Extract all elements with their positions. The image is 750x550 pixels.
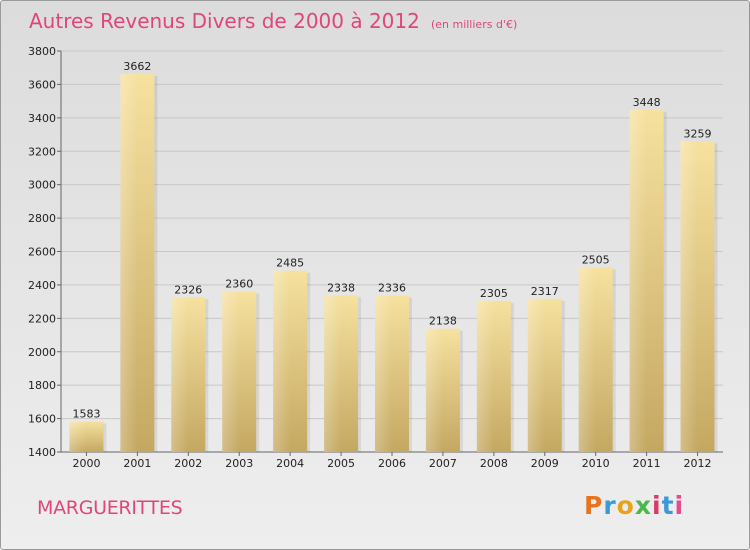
logo-letter: x bbox=[634, 491, 652, 520]
bar-highlight bbox=[527, 298, 545, 452]
chart-title: Autres Revenus Divers de 2000 à 2012 bbox=[29, 9, 420, 33]
logo-letter: i bbox=[652, 491, 662, 520]
x-tick-label: 2009 bbox=[531, 457, 559, 470]
proxiti-logo[interactable]: Proxiti bbox=[584, 491, 684, 520]
bar-value-label: 2326 bbox=[174, 283, 202, 296]
x-tick-label: 2008 bbox=[480, 457, 508, 470]
y-tick-label: 1600 bbox=[28, 413, 56, 426]
y-tick-label: 2200 bbox=[28, 312, 56, 325]
x-tick-label: 2003 bbox=[225, 457, 253, 470]
bar-layer bbox=[69, 74, 718, 453]
x-tick-label: 2007 bbox=[429, 457, 457, 470]
y-tick-label: 3800 bbox=[28, 45, 56, 58]
y-tick-label: 2400 bbox=[28, 279, 56, 292]
label-layer: 1583 3662 2326 2360 2485 2338 2336 2138 2305 2317… bbox=[72, 60, 711, 420]
bar-highlight bbox=[222, 291, 240, 452]
city-name: MARGUERITTES bbox=[37, 497, 183, 519]
y-tick-label: 2600 bbox=[28, 246, 56, 259]
y-tick-label: 3600 bbox=[28, 78, 56, 91]
y-tick-label: 1800 bbox=[28, 379, 56, 392]
logo-letter: P bbox=[584, 491, 604, 520]
chart-subtitle: (en milliers d'€) bbox=[430, 18, 518, 31]
y-tick-label: 1400 bbox=[28, 446, 56, 459]
bar-highlight bbox=[578, 267, 596, 452]
y-tick-label: 2000 bbox=[28, 346, 56, 359]
logo-letter: r bbox=[603, 491, 617, 520]
x-tick-label: 2004 bbox=[276, 457, 304, 470]
y-tick-label: 3400 bbox=[28, 112, 56, 125]
x-tick-label: 2002 bbox=[174, 457, 202, 470]
bar-value-label: 2338 bbox=[327, 281, 355, 294]
bar-value-label: 2360 bbox=[225, 278, 253, 291]
y-tick-label: 3200 bbox=[28, 145, 56, 158]
bar-value-label: 2317 bbox=[531, 285, 559, 298]
bar-value-label: 3259 bbox=[684, 127, 712, 140]
bar-highlight bbox=[120, 74, 138, 453]
bar-value-label: 2485 bbox=[276, 257, 304, 270]
x-tick-label: 2006 bbox=[378, 457, 406, 470]
logo-letter: o bbox=[616, 491, 635, 520]
logo-letter: t bbox=[661, 491, 675, 520]
bar-highlight bbox=[69, 421, 87, 452]
bar-highlight bbox=[476, 300, 494, 452]
bar-value-label: 3662 bbox=[123, 60, 151, 73]
bar-value-label: 2138 bbox=[429, 315, 457, 328]
x-tick-label: 2010 bbox=[582, 457, 610, 470]
logo-letter: i bbox=[674, 491, 685, 520]
x-tick-label: 2001 bbox=[123, 457, 151, 470]
bar-highlight bbox=[629, 109, 647, 453]
bar-value-label: 1583 bbox=[72, 407, 100, 420]
bar-highlight bbox=[425, 328, 443, 452]
bar-highlight bbox=[171, 297, 189, 452]
title-row: Autres Revenus Divers de 2000 à 2012 (en… bbox=[29, 9, 517, 33]
axis-layer: 1400 1600 1800 2000 2200 2400 2600 2800 3000 3200… bbox=[28, 45, 723, 470]
x-tick-label: 2005 bbox=[327, 457, 355, 470]
y-tick-label: 2800 bbox=[28, 212, 56, 225]
x-tick-label: 2011 bbox=[633, 457, 661, 470]
bar-value-label: 3448 bbox=[633, 96, 661, 109]
bar-highlight bbox=[680, 141, 698, 452]
x-tick-label: 2012 bbox=[684, 457, 712, 470]
bar-highlight bbox=[273, 270, 291, 452]
bar-highlight bbox=[375, 295, 392, 452]
bar-value-label: 2305 bbox=[480, 287, 508, 300]
bar-highlight bbox=[324, 295, 342, 452]
x-tick-label: 2000 bbox=[72, 457, 100, 470]
bar-value-label: 2336 bbox=[378, 282, 406, 295]
bar-value-label: 2505 bbox=[582, 253, 610, 266]
y-tick-label: 3000 bbox=[28, 179, 56, 192]
